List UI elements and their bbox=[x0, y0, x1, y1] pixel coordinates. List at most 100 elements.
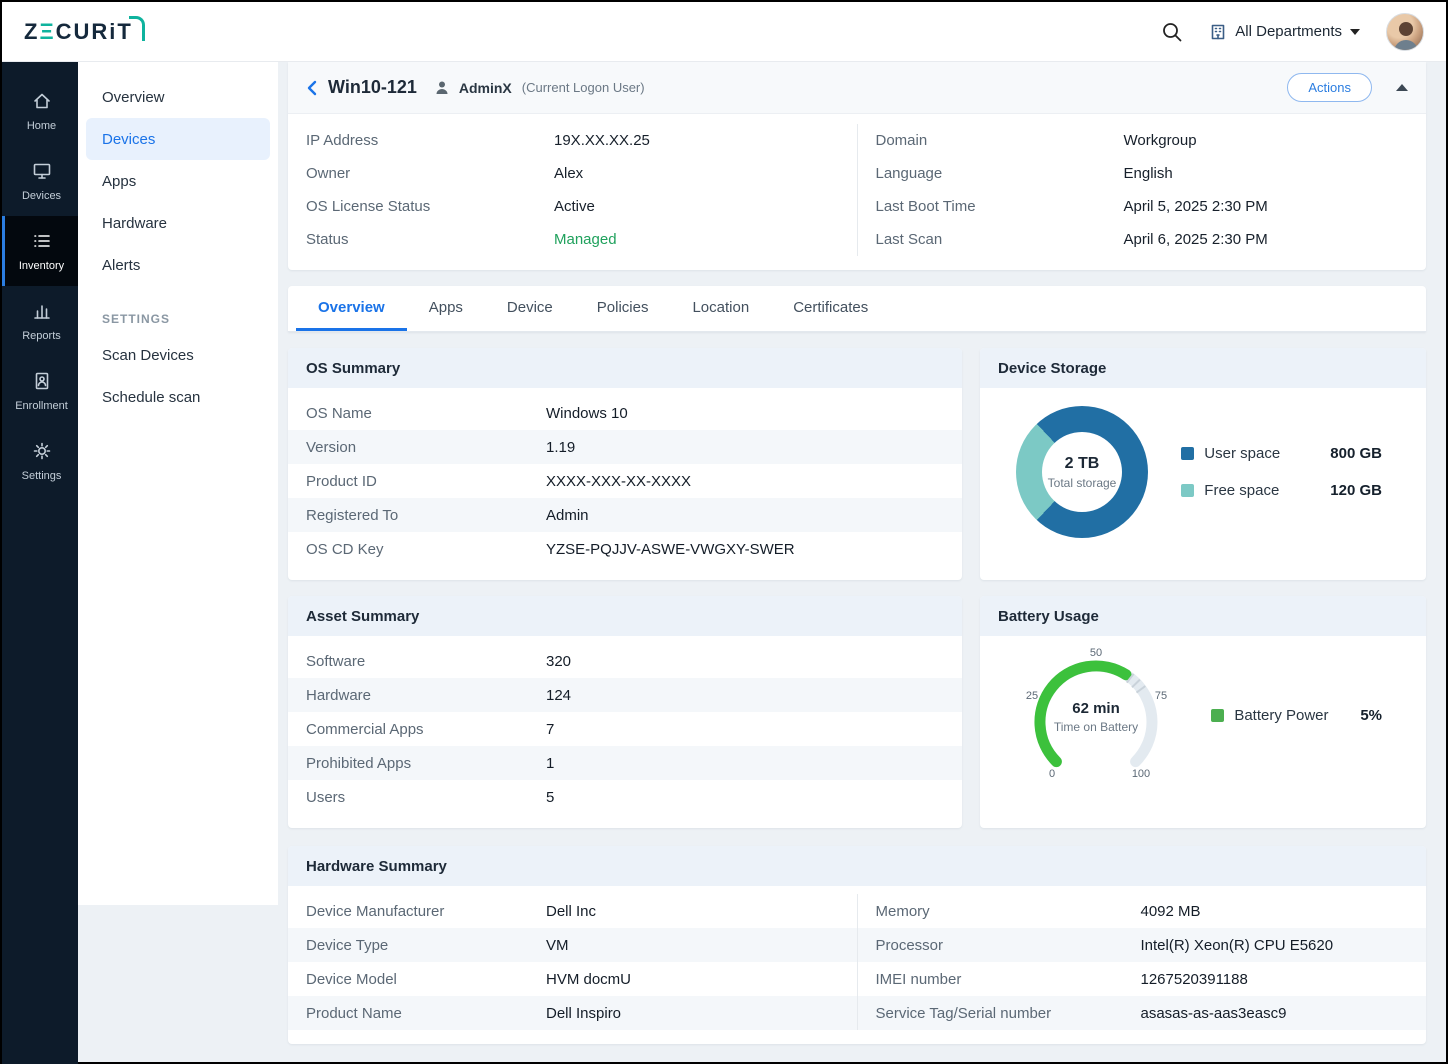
app-logo: ZΞCURiT bbox=[24, 19, 143, 45]
tab-overview[interactable]: Overview bbox=[296, 286, 407, 331]
info-row: Last ScanApril 6, 2025 2:30 PM bbox=[876, 223, 1409, 256]
info-row: Last Boot TimeApril 5, 2025 2:30 PM bbox=[876, 190, 1409, 223]
tab-policies[interactable]: Policies bbox=[575, 286, 671, 331]
info-row: OS License StatusActive bbox=[306, 190, 839, 223]
menu-item-hardware[interactable]: Hardware bbox=[86, 202, 270, 244]
battery-usage-card: Battery Usage 0 25 50 75 bbox=[980, 596, 1426, 828]
table-row: Version1.19 bbox=[288, 430, 962, 464]
row-label: Version bbox=[306, 439, 546, 456]
settings-section-header: SETTINGS bbox=[102, 312, 278, 326]
sidebar-item-home[interactable]: Home bbox=[2, 76, 78, 146]
search-icon[interactable] bbox=[1161, 21, 1183, 43]
battery-time-label: Time on Battery bbox=[1054, 720, 1138, 734]
sidebar-item-label: Home bbox=[27, 120, 56, 132]
info-label: Domain bbox=[876, 132, 1124, 149]
legend-label: User space bbox=[1204, 445, 1304, 462]
device-name: Win10-121 bbox=[328, 77, 417, 98]
menu-item-overview[interactable]: Overview bbox=[86, 76, 270, 118]
menu-item-label: Scan Devices bbox=[102, 347, 194, 364]
table-row: IMEI number1267520391188 bbox=[858, 962, 1427, 996]
sidebar-item-settings[interactable]: Settings bbox=[2, 426, 78, 496]
info-label: Language bbox=[876, 165, 1124, 182]
list-icon bbox=[32, 231, 52, 254]
row-value: Windows 10 bbox=[546, 405, 628, 422]
legend-label: Battery Power bbox=[1234, 707, 1344, 724]
row-value: 1 bbox=[546, 755, 554, 772]
row-label: Device Manufacturer bbox=[306, 903, 546, 920]
row-label: Device Type bbox=[306, 937, 546, 954]
menu-item-schedule-scan[interactable]: Schedule scan bbox=[86, 376, 270, 418]
hardware-summary-right: Memory4092 MB ProcessorIntel(R) Xeon(R) … bbox=[858, 894, 1427, 1030]
tab-apps[interactable]: Apps bbox=[407, 286, 485, 331]
sidebar-item-reports[interactable]: Reports bbox=[2, 286, 78, 356]
row-value: 1.19 bbox=[546, 439, 575, 456]
storage-legend: User space 800 GB Free space 120 GB bbox=[1181, 445, 1382, 499]
status-badge: Managed bbox=[554, 231, 617, 248]
collapse-icon[interactable] bbox=[1396, 84, 1408, 91]
info-row: OwnerAlex bbox=[306, 157, 839, 190]
user-space-swatch bbox=[1181, 447, 1194, 460]
tab-device[interactable]: Device bbox=[485, 286, 575, 331]
logon-user-note: (Current Logon User) bbox=[522, 80, 645, 95]
legend-item: Battery Power 5% bbox=[1211, 707, 1382, 724]
sidebar-item-devices[interactable]: Devices bbox=[2, 146, 78, 216]
battery-gauge-chart: 0 25 50 75 100 62 min Time on Battery bbox=[1016, 644, 1176, 786]
row-value: VM bbox=[546, 937, 569, 954]
person-icon bbox=[435, 80, 449, 95]
department-selector[interactable]: All Departments bbox=[1209, 23, 1360, 41]
battery-legend: Battery Power 5% bbox=[1211, 707, 1382, 724]
info-value: Alex bbox=[554, 165, 583, 182]
row-label: OS CD Key bbox=[306, 541, 546, 558]
table-row: Prohibited Apps1 bbox=[288, 746, 962, 780]
info-row: IP Address19X.XX.XX.25 bbox=[306, 124, 839, 157]
row-label: Registered To bbox=[306, 507, 546, 524]
sidebar-item-enrollment[interactable]: Enrollment bbox=[2, 356, 78, 426]
card-title: Battery Usage bbox=[980, 596, 1426, 636]
tab-location[interactable]: Location bbox=[670, 286, 771, 331]
card-title: Hardware Summary bbox=[288, 846, 1426, 886]
menu-item-label: Schedule scan bbox=[102, 389, 200, 406]
table-row: Product IDXXXX-XXX-XX-XXXX bbox=[288, 464, 962, 498]
sidebar-item-inventory[interactable]: Inventory bbox=[2, 216, 78, 286]
row-label: IMEI number bbox=[876, 971, 1141, 988]
back-icon[interactable] bbox=[306, 79, 318, 97]
row-value: 1267520391188 bbox=[1141, 971, 1248, 988]
legend-value: 120 GB bbox=[1330, 482, 1382, 499]
actions-button[interactable]: Actions bbox=[1287, 73, 1372, 102]
table-row: Service Tag/Serial numberasasas-as-aas3e… bbox=[858, 996, 1427, 1030]
row-label: Product Name bbox=[306, 1005, 546, 1022]
logo-letter: T bbox=[117, 19, 132, 44]
info-row: StatusManaged bbox=[306, 223, 839, 256]
row-label: Processor bbox=[876, 937, 1141, 954]
user-avatar[interactable] bbox=[1386, 13, 1424, 51]
table-row: Memory4092 MB bbox=[858, 894, 1427, 928]
info-row: LanguageEnglish bbox=[876, 157, 1409, 190]
free-space-swatch bbox=[1181, 484, 1194, 497]
gauge-tick: 100 bbox=[1132, 768, 1150, 780]
row-value: 7 bbox=[546, 721, 554, 738]
card-title: Asset Summary bbox=[288, 596, 962, 636]
table-row: Device TypeVM bbox=[288, 928, 857, 962]
home-icon bbox=[32, 91, 52, 114]
menu-item-apps[interactable]: Apps bbox=[86, 160, 270, 202]
row-value: Intel(R) Xeon(R) CPU E5620 bbox=[1141, 937, 1334, 954]
tab-certificates[interactable]: Certificates bbox=[771, 286, 890, 331]
legend-value: 800 GB bbox=[1330, 445, 1382, 462]
row-label: Memory bbox=[876, 903, 1141, 920]
menu-item-alerts[interactable]: Alerts bbox=[86, 244, 270, 286]
menu-item-scan-devices[interactable]: Scan Devices bbox=[86, 334, 270, 376]
table-row: Device ModelHVM docmU bbox=[288, 962, 857, 996]
table-row: Users5 bbox=[288, 780, 962, 814]
device-info-right: DomainWorkgroup LanguageEnglish Last Boo… bbox=[858, 124, 1427, 256]
legend-value: 5% bbox=[1360, 707, 1382, 724]
sidebar-item-label: Reports bbox=[22, 330, 61, 342]
chart-icon bbox=[32, 301, 52, 324]
building-icon bbox=[1209, 23, 1227, 41]
storage-donut-chart: 2 TB Total storage bbox=[1016, 406, 1148, 538]
table-row: Product NameDell Inspiro bbox=[288, 996, 857, 1030]
menu-item-devices[interactable]: Devices bbox=[86, 118, 270, 160]
row-label: Software bbox=[306, 653, 546, 670]
info-label: IP Address bbox=[306, 132, 554, 149]
menu-item-label: Alerts bbox=[102, 257, 140, 274]
row-value: Admin bbox=[546, 507, 589, 524]
